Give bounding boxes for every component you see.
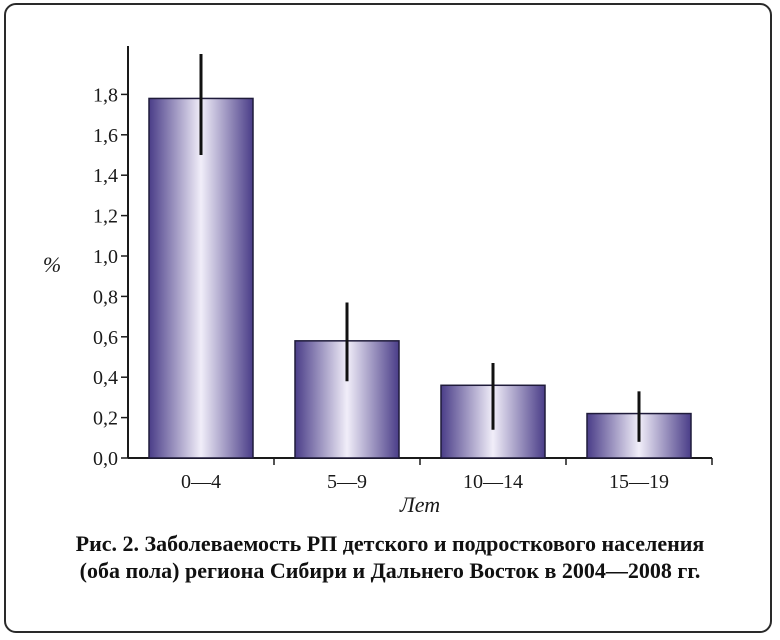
y-tick-label: 0,8 <box>93 286 118 308</box>
x-tick-label: 10—14 <box>463 471 523 493</box>
y-tick-label: 0,2 <box>93 408 118 430</box>
caption-line-1: Рис. 2. Заболеваемость РП детского и под… <box>75 531 705 556</box>
x-tick-label: 0—4 <box>181 471 221 493</box>
y-tick-label: 1,8 <box>93 84 118 106</box>
y-tick-label: 1,2 <box>93 206 118 228</box>
figure-caption: Рис. 2. Заболеваемость РП детского и под… <box>20 530 760 584</box>
figure-frame <box>4 3 772 633</box>
y-tick-label: 0,6 <box>93 327 118 349</box>
y-tick-label: 0,0 <box>93 448 118 470</box>
bar <box>148 97 254 459</box>
y-tick-label: 1,4 <box>93 165 118 187</box>
x-tick-label: 5—9 <box>327 471 367 493</box>
caption-line-2: (оба пола) региона Сибири и Дальнего Вос… <box>79 558 701 583</box>
y-tick-label: 1,0 <box>93 246 118 268</box>
y-tick-label: 1,6 <box>93 125 118 147</box>
x-axis-label: Лет <box>399 492 440 517</box>
y-tick-label: 0,4 <box>93 367 118 389</box>
x-tick-label: 15—19 <box>609 471 669 493</box>
y-axis-label: % <box>43 252 61 277</box>
